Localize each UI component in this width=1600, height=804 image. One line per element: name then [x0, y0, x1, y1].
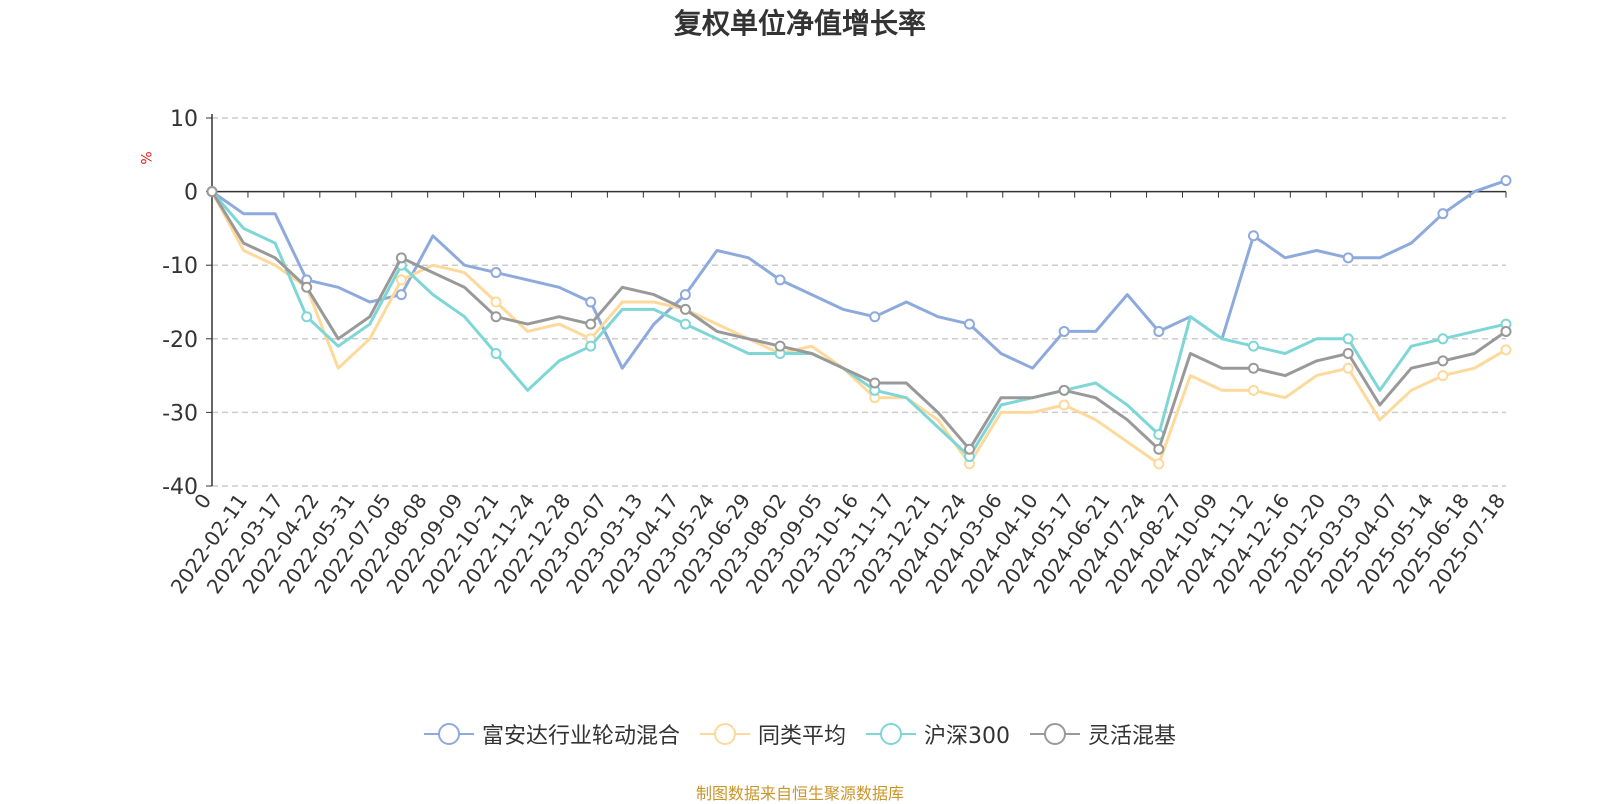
data-point — [869, 311, 881, 323]
y-tick-label: -30 — [162, 401, 198, 426]
data-point — [206, 186, 218, 198]
data-point — [1342, 252, 1354, 264]
series-line-3 — [210, 190, 1507, 451]
data-point — [1153, 458, 1165, 470]
y-tick-label: -20 — [162, 328, 198, 353]
y-tick-label: 0 — [184, 181, 198, 206]
data-point — [963, 318, 975, 330]
data-point — [1342, 362, 1354, 374]
data-point — [585, 318, 597, 330]
data-point — [490, 348, 502, 360]
data-point — [301, 281, 313, 293]
data-point — [395, 252, 407, 264]
data-point — [1058, 325, 1070, 337]
data-point — [1058, 384, 1070, 396]
legend-label: 富安达行业轮动混合 — [481, 724, 680, 749]
data-point — [679, 289, 691, 301]
data-point — [679, 303, 691, 315]
data-point — [395, 289, 407, 301]
data-point — [679, 318, 691, 330]
line-chart: 100-10-20-30-4002022-02-112022-03-172022… — [162, 107, 1512, 598]
data-point — [490, 311, 502, 323]
legend: 富安达行业轮动混合 同类平均 沪深300 灵活混基 — [0, 718, 1600, 750]
data-point — [1058, 399, 1070, 411]
data-point — [774, 274, 786, 286]
data-point — [1342, 348, 1354, 360]
series-line-2 — [210, 190, 1507, 459]
series-line-1 — [210, 190, 1507, 466]
data-point — [1500, 344, 1512, 356]
data-point — [869, 377, 881, 389]
legend-label: 同类平均 — [757, 724, 846, 749]
x-tick-label: 0 — [189, 489, 216, 513]
data-point — [301, 311, 313, 323]
legend-item-flexible-fund[interactable]: 灵活混基 — [1030, 718, 1176, 750]
y-tick-label: 10 — [170, 107, 198, 132]
data-point — [585, 340, 597, 352]
data-point — [1248, 384, 1260, 396]
data-point — [1437, 208, 1449, 220]
legend-item-fund[interactable]: 富安达行业轮动混合 — [423, 718, 680, 750]
data-point — [1248, 230, 1260, 242]
legend-marker-icon — [866, 723, 916, 745]
series-line-0 — [211, 179, 1507, 370]
data-point — [1342, 333, 1354, 345]
data-point — [395, 274, 407, 286]
data-point — [1248, 340, 1260, 352]
data-point — [774, 340, 786, 352]
data-source-note: 制图数据来自恒生聚源数据库 — [695, 784, 904, 803]
legend-marker-icon — [699, 723, 750, 745]
legend-label: 灵活混基 — [1088, 724, 1177, 749]
legend-marker-icon — [1030, 723, 1080, 745]
data-point — [585, 296, 597, 308]
data-point — [1437, 333, 1449, 345]
data-point — [1153, 443, 1165, 455]
data-point — [490, 296, 502, 308]
chart-title: 复权单位净值增长率 — [673, 7, 926, 40]
data-point — [1500, 175, 1512, 187]
legend-item-csi300[interactable]: 沪深300 — [866, 718, 1010, 750]
data-point — [1437, 370, 1449, 382]
data-point — [1153, 325, 1165, 337]
y-tick-label: -10 — [162, 254, 198, 279]
data-point — [490, 267, 502, 279]
data-point — [1500, 325, 1512, 337]
legend-marker-icon — [423, 723, 474, 745]
data-point — [1248, 362, 1260, 374]
y-tick-label: -40 — [162, 475, 198, 500]
data-point — [963, 443, 975, 455]
legend-item-peer-average[interactable]: 同类平均 — [699, 718, 846, 750]
legend-label: 沪深300 — [924, 724, 1010, 749]
data-point — [1437, 355, 1449, 367]
